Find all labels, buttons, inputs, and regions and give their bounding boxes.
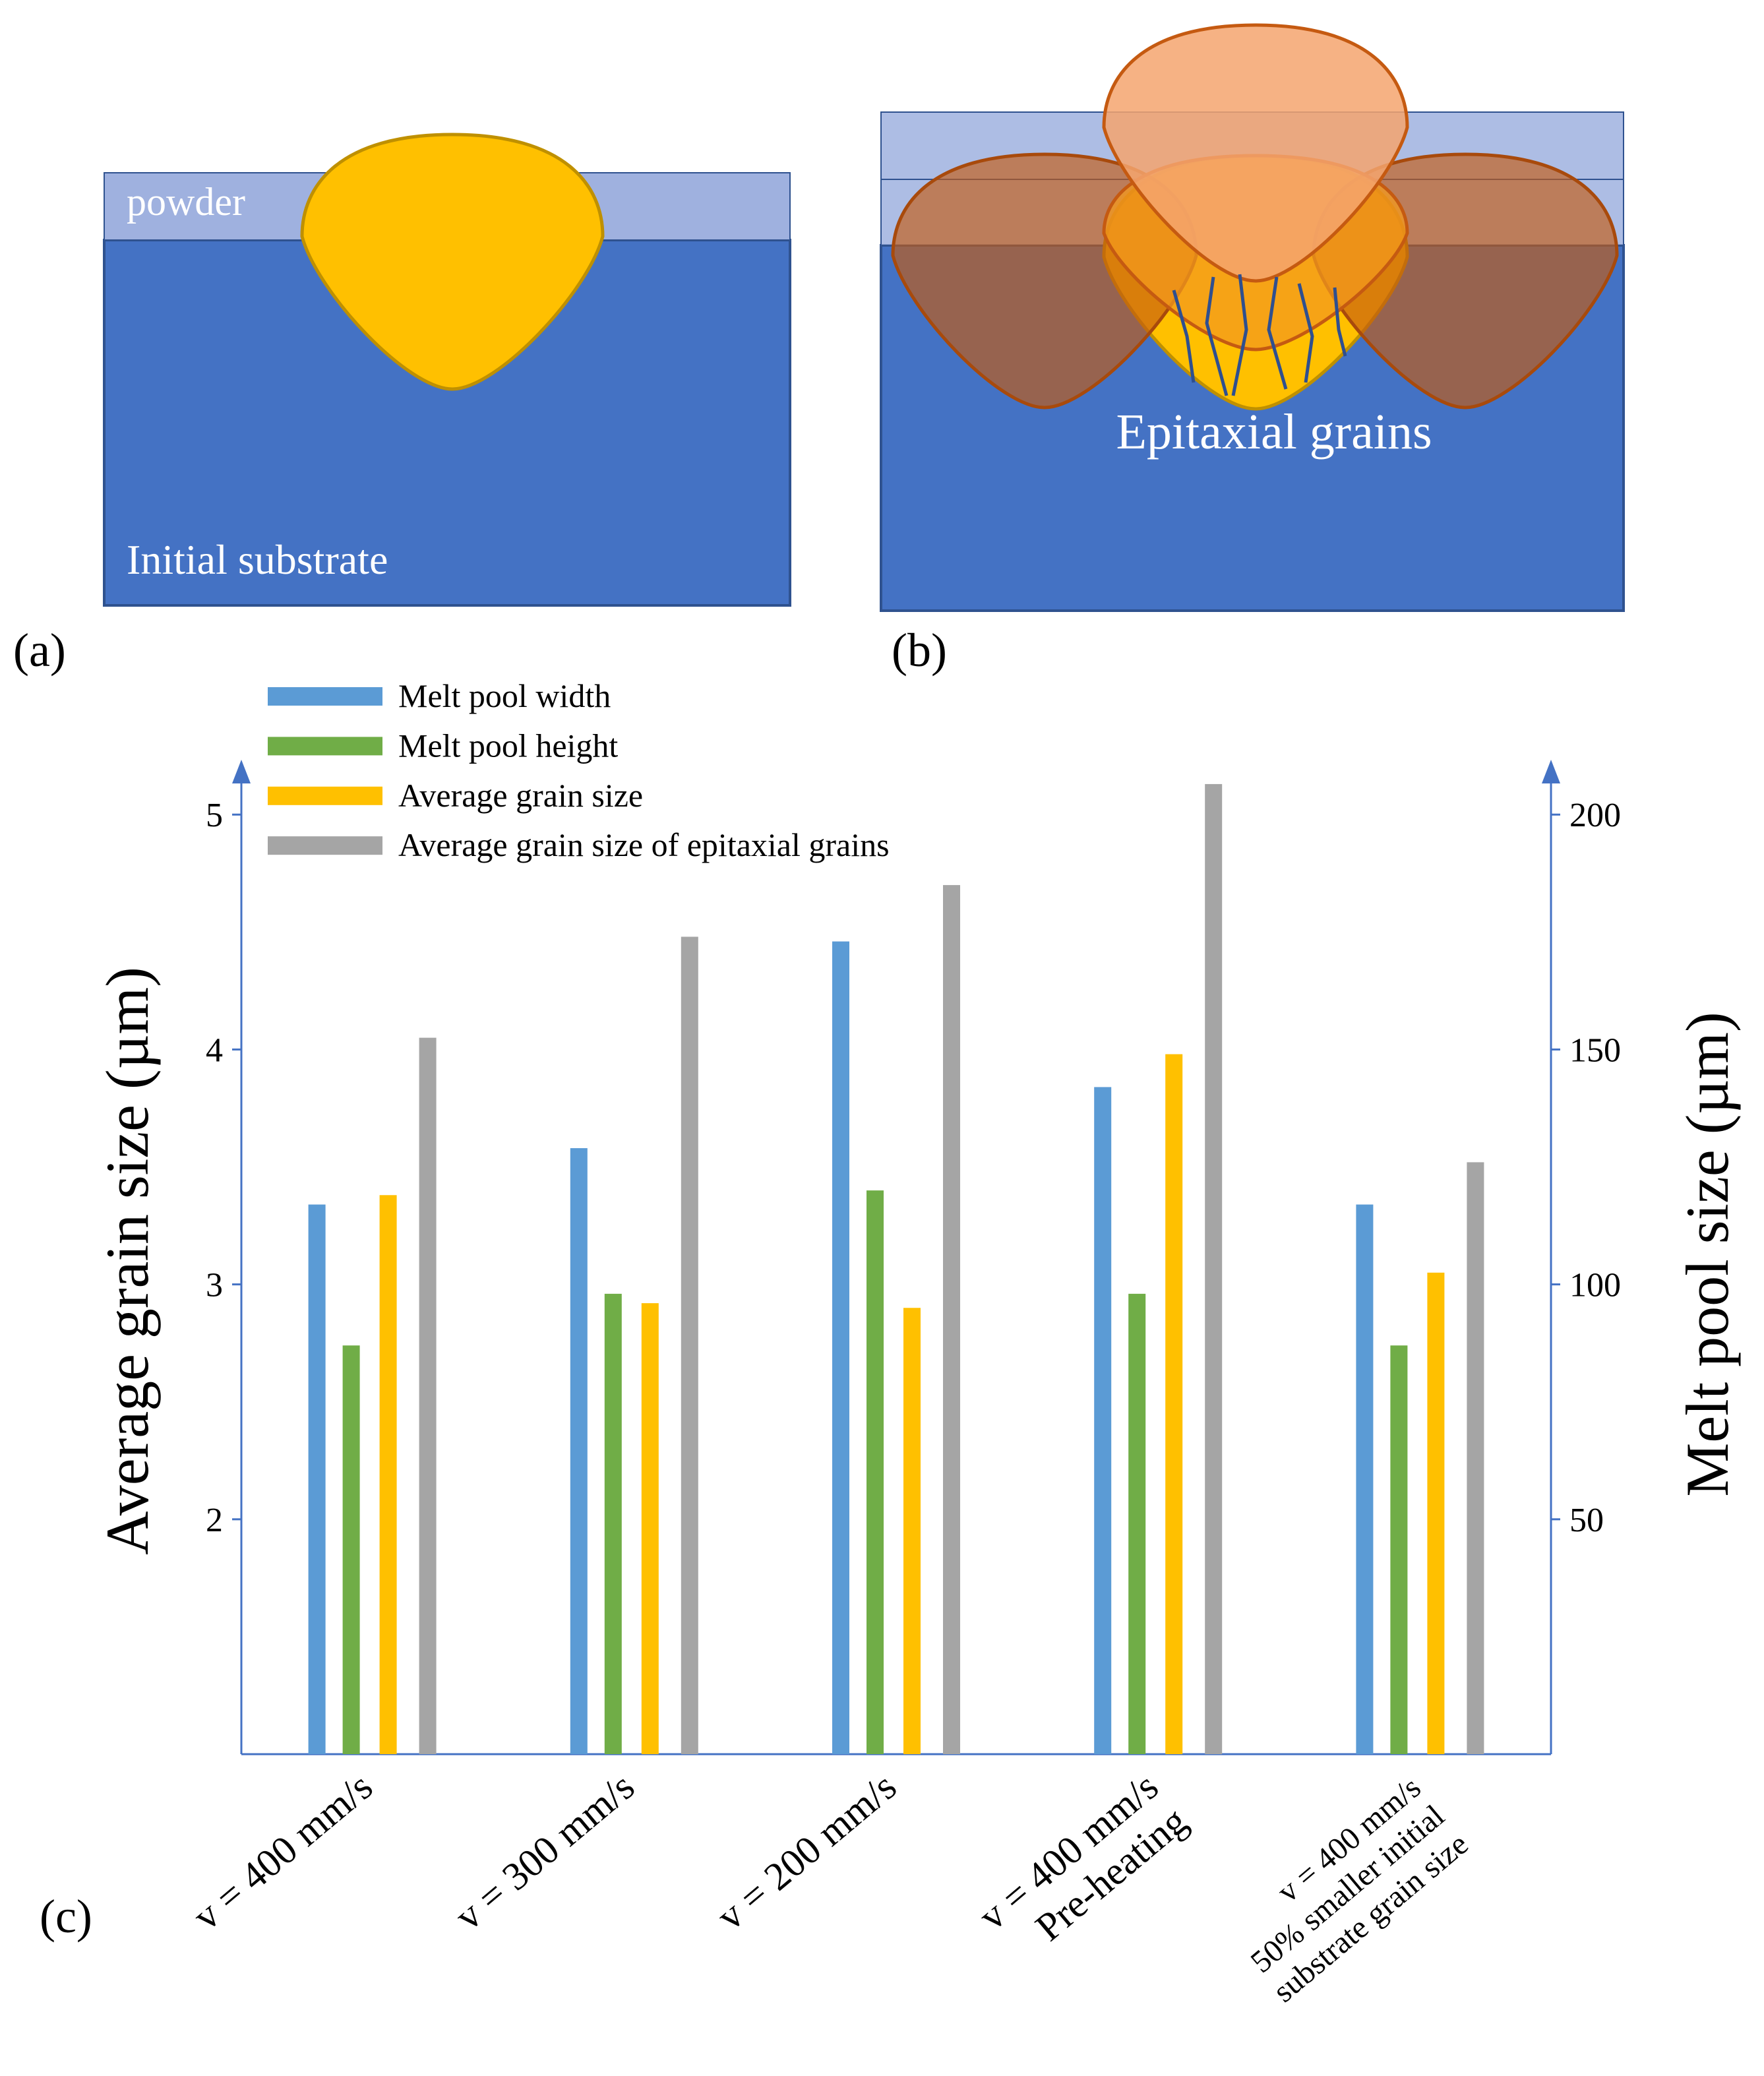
bar [1205, 783, 1223, 1754]
panel-label: (b) [892, 624, 947, 677]
y-axis-title: Average grain size (µm) [94, 967, 161, 1555]
bar [832, 941, 849, 1754]
legend-swatch [268, 687, 382, 706]
x-tick-label: v = 200 mm/s [708, 1764, 904, 1938]
legend-label: Average grain size [398, 777, 643, 814]
bar [1467, 1162, 1484, 1754]
legend-label: Average grain size of epitaxial grains [398, 826, 890, 863]
legend-label: Melt pool height [398, 727, 618, 764]
bar [419, 1037, 437, 1754]
axis-arrow [232, 760, 251, 783]
panel-label: (a) [13, 624, 66, 677]
y-tick-label: 4 [206, 1031, 223, 1069]
grains-label: Epitaxial grains [1116, 404, 1432, 460]
x-tick-label: v = 300 mm/s [446, 1764, 642, 1938]
bar [1165, 1054, 1183, 1754]
bar [342, 1345, 360, 1754]
bar [1128, 1293, 1146, 1754]
legend-swatch [268, 737, 382, 756]
y-tick-label: 3 [206, 1267, 223, 1304]
y2-tick-label: 150 [1569, 1031, 1621, 1069]
bar [1427, 1272, 1445, 1754]
bar [604, 1293, 622, 1754]
bar [1356, 1204, 1374, 1754]
y2-axis-title: Melt pool size (µm) [1674, 1012, 1741, 1496]
bar [1094, 1087, 1112, 1754]
y-tick-label: 2 [206, 1502, 223, 1539]
y2-tick-label: 50 [1569, 1502, 1604, 1539]
bar [570, 1148, 588, 1754]
x-tick-label: v = 400 mm/s [185, 1764, 380, 1938]
bar [641, 1303, 659, 1754]
powder-label: powder [127, 180, 245, 224]
legend-swatch [268, 786, 382, 805]
legend-swatch [268, 836, 382, 855]
panel-label: (c) [40, 1890, 92, 1943]
melt-pool [1102, 23, 1409, 283]
substrate-label: Initial substrate [127, 536, 388, 583]
y2-tick-label: 200 [1569, 797, 1621, 834]
bar [681, 936, 698, 1754]
bar [867, 1190, 884, 1754]
grain-lines [1172, 274, 1347, 396]
axis-arrow [1542, 760, 1560, 783]
melt-pool [300, 133, 605, 391]
chart: 2 3 4 5 50 100 150 200 Average grain size (µm) Me… [94, 677, 1741, 2009]
bar [903, 1308, 921, 1754]
y-tick-label: 5 [206, 797, 223, 834]
legend-label: Melt pool width [398, 677, 611, 714]
bar [308, 1204, 326, 1754]
bar [943, 885, 960, 1754]
y2-tick-label: 100 [1569, 1267, 1621, 1304]
bar [379, 1195, 397, 1754]
bar [1390, 1345, 1408, 1754]
